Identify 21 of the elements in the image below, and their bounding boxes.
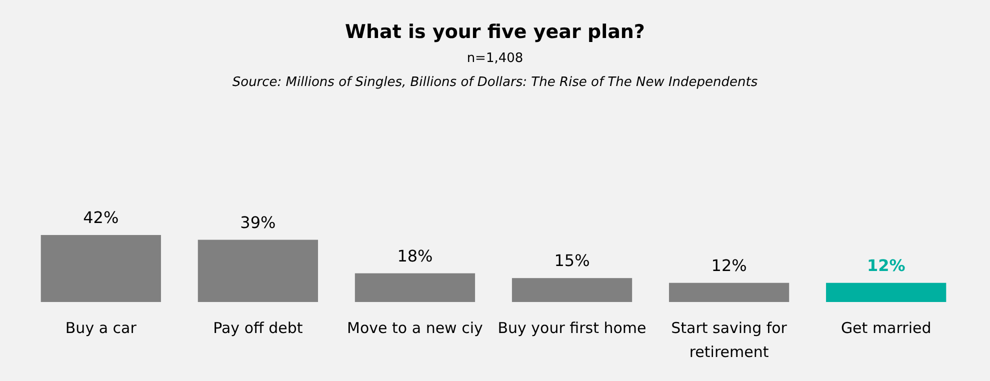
bar [668, 282, 790, 302]
x-tick-label: Move to a new ciy [347, 319, 484, 337]
data-label: 15% [554, 251, 590, 270]
data-label: 12% [711, 256, 747, 275]
x-tick-label: Pay off debt [213, 319, 303, 337]
x-tick-label: Buy your first home [498, 319, 646, 337]
bar [512, 278, 632, 302]
data-label: 39% [240, 212, 276, 232]
bar [354, 273, 476, 302]
data-label: 12% [866, 256, 906, 275]
x-tick-label: Buy a car [65, 319, 138, 337]
x-tick-label: Get married [840, 319, 932, 337]
source-note: Source: Millions of Singles, Billions of Dollars: The Rise of The New Independents [232, 75, 758, 90]
chart-subtitle: n=1,408 [466, 51, 524, 66]
bar [40, 235, 161, 302]
bar [826, 282, 946, 302]
bar [198, 240, 318, 302]
x-tick-label: Start saving for retirement [671, 319, 788, 361]
chart-title: What is your five year plan? [345, 21, 645, 43]
data-label: 18% [397, 246, 433, 266]
data-label: 42% [83, 208, 119, 227]
